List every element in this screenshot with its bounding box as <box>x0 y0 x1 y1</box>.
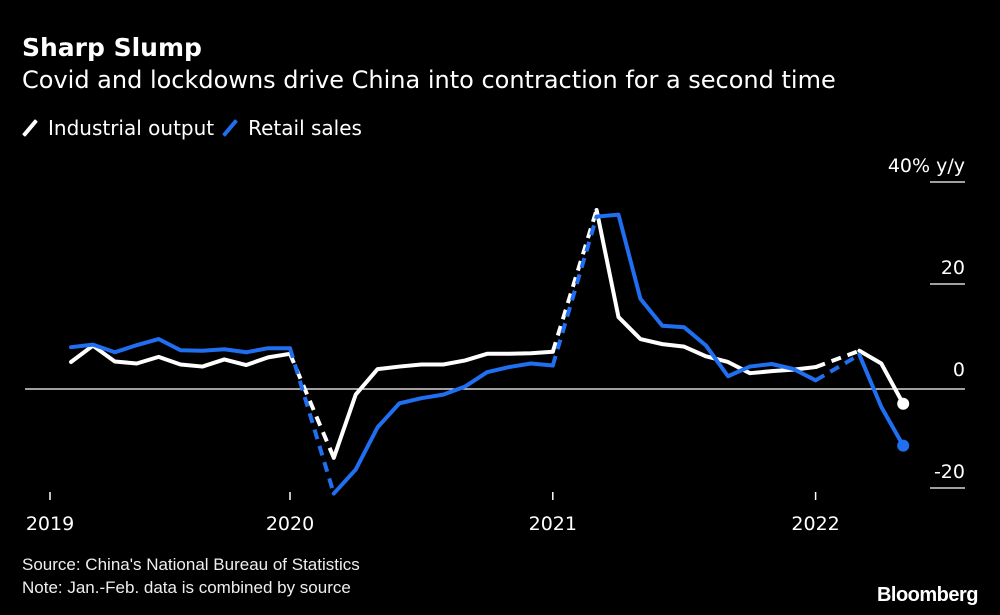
x-tick-label: 2020 <box>266 513 314 535</box>
series-dashed-segment <box>814 348 861 369</box>
y-tick-label: 20 <box>941 257 965 279</box>
data-note: Note: Jan.-Feb. data is combined by sour… <box>22 578 351 597</box>
series-dashed-segment <box>550 209 599 353</box>
chart-title: Sharp Slump <box>22 33 202 62</box>
y-tick-label: -20 <box>934 461 965 483</box>
y-tick-label: 0 <box>953 359 965 381</box>
source-note: Source: China's National Bureau of Stati… <box>22 555 360 574</box>
series-dashed-segment <box>288 347 336 495</box>
legend-label-retail: Retail sales <box>248 116 362 140</box>
footer: Source: China's National Bureau of Stati… <box>22 553 360 599</box>
x-tick-label: 2019 <box>26 513 74 535</box>
y-tick-label: 40% y/y <box>888 155 965 177</box>
chart-subtitle: Covid and lockdowns drive China into con… <box>22 66 836 94</box>
endpoint-marker <box>897 397 910 410</box>
series-dashed-segment <box>814 353 861 383</box>
series-line <box>857 352 906 448</box>
series-line <box>331 349 555 460</box>
series-line <box>69 343 292 369</box>
endpoint-marker <box>897 439 910 452</box>
series-line <box>594 207 818 376</box>
series-line <box>857 348 906 406</box>
x-tick-label: 2022 <box>791 513 839 535</box>
x-tick-label: 2021 <box>529 513 577 535</box>
series-line <box>594 212 818 383</box>
series-dashed-segment <box>550 216 599 367</box>
legend-label-industrial: Industrial output <box>48 116 215 140</box>
legend: Industrial output Retail sales <box>22 116 362 140</box>
bloomberg-logo: Bloomberg <box>876 584 979 606</box>
series-line <box>331 361 555 496</box>
series-line <box>69 337 292 355</box>
